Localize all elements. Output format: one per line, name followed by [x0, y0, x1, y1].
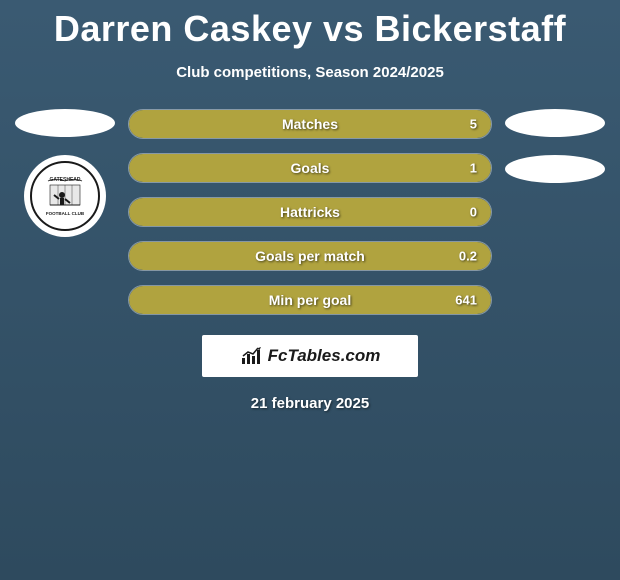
right-side: [500, 109, 610, 183]
stat-label: Goals: [291, 160, 330, 176]
stat-row: Goals per match 0.2: [128, 241, 492, 271]
brand-text: FcTables.com: [268, 346, 381, 366]
stat-label: Hattricks: [280, 204, 340, 220]
left-club-badge: GATESHEAD FOOTBALL CLUB: [24, 155, 106, 237]
gateshead-badge-icon: GATESHEAD FOOTBALL CLUB: [40, 171, 90, 221]
stat-value: 0: [470, 205, 477, 220]
svg-text:FOOTBALL CLUB: FOOTBALL CLUB: [46, 211, 85, 216]
stats-bars: Matches 5 Goals 1 Hattricks 0 Goals per …: [120, 109, 500, 315]
right-player-avatar: [505, 109, 605, 137]
stat-row: Goals 1: [128, 153, 492, 183]
left-player-avatar: [15, 109, 115, 137]
stat-value: 641: [455, 293, 477, 308]
page-title: Darren Caskey vs Bickerstaff: [0, 0, 620, 50]
comparison-container: GATESHEAD FOOTBALL CLUB Matches 5 Goals: [0, 109, 620, 315]
right-club-placeholder: [505, 155, 605, 183]
stat-label: Matches: [282, 116, 338, 132]
date-text: 21 february 2025: [0, 395, 620, 412]
stat-row: Min per goal 641: [128, 285, 492, 315]
stat-row: Matches 5: [128, 109, 492, 139]
left-side: GATESHEAD FOOTBALL CLUB: [10, 109, 120, 237]
stat-value: 0.2: [459, 249, 477, 264]
stat-label: Goals per match: [255, 248, 365, 264]
stat-label: Min per goal: [269, 292, 351, 308]
chart-icon: [240, 346, 264, 366]
stat-row: Hattricks 0: [128, 197, 492, 227]
subtitle: Club competitions, Season 2024/2025: [0, 64, 620, 81]
brand-box[interactable]: FcTables.com: [202, 335, 418, 377]
stat-value: 5: [470, 117, 477, 132]
svg-text:GATESHEAD: GATESHEAD: [49, 177, 80, 183]
stat-value: 1: [470, 161, 477, 176]
